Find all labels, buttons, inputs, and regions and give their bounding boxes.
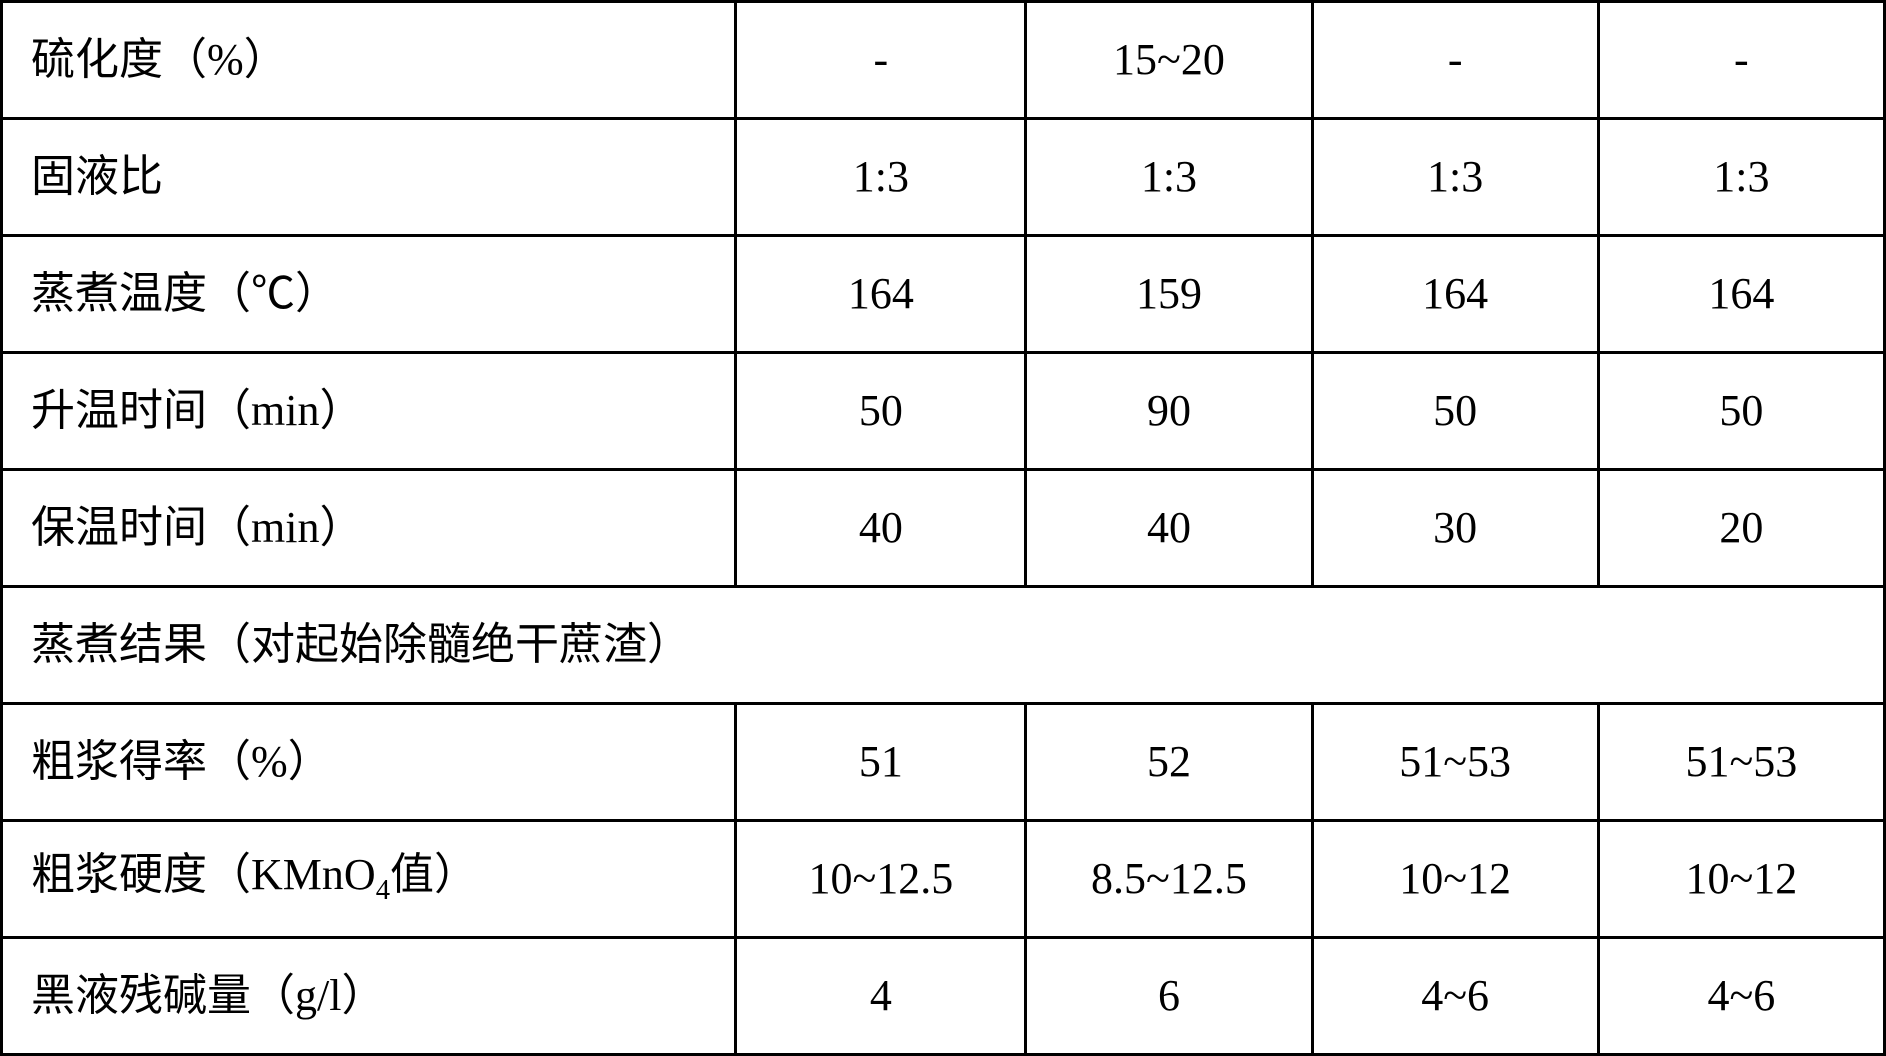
page: 硫化度（%） - 15~20 - - 固液比 1:3 1:3 1:3 1:3 蒸… xyxy=(0,0,1886,1056)
cell: 40 xyxy=(736,470,1026,587)
cell: 51~53 xyxy=(1598,704,1884,821)
cell: 4~6 xyxy=(1312,938,1598,1055)
row-label: 粗浆硬度（KMnO4值） xyxy=(2,821,736,938)
cell: 30 xyxy=(1312,470,1598,587)
cell: 164 xyxy=(1312,236,1598,353)
cell: 4 xyxy=(736,938,1026,1055)
cell: 51~53 xyxy=(1312,704,1598,821)
table-section-row: 蒸煮结果（对起始除髓绝干蔗渣） xyxy=(2,587,1885,704)
section-label: 蒸煮结果（对起始除髓绝干蔗渣） xyxy=(2,587,1885,704)
cell: 159 xyxy=(1026,236,1312,353)
row-label: 蒸煮温度（℃） xyxy=(2,236,736,353)
cell: 1:3 xyxy=(1312,119,1598,236)
table-row: 升温时间（min） 50 90 50 50 xyxy=(2,353,1885,470)
cell: 8.5~12.5 xyxy=(1026,821,1312,938)
cell: - xyxy=(1312,2,1598,119)
label-pre: 粗浆硬度（KMnO xyxy=(31,850,376,899)
cell: 10~12.5 xyxy=(736,821,1026,938)
table-row: 粗浆得率（%） 51 52 51~53 51~53 xyxy=(2,704,1885,821)
table-row: 黑液残碱量（g/l） 4 6 4~6 4~6 xyxy=(2,938,1885,1055)
cell: 10~12 xyxy=(1598,821,1884,938)
label-sub: 4 xyxy=(376,875,390,906)
cell: 6 xyxy=(1026,938,1312,1055)
cell: 51 xyxy=(736,704,1026,821)
cell: 40 xyxy=(1026,470,1312,587)
cell: 164 xyxy=(736,236,1026,353)
table-row: 粗浆硬度（KMnO4值） 10~12.5 8.5~12.5 10~12 10~1… xyxy=(2,821,1885,938)
cell: 90 xyxy=(1026,353,1312,470)
row-label: 升温时间（min） xyxy=(2,353,736,470)
table-row: 硫化度（%） - 15~20 - - xyxy=(2,2,1885,119)
label-post: 值） xyxy=(390,850,478,899)
cell: 1:3 xyxy=(736,119,1026,236)
data-table: 硫化度（%） - 15~20 - - 固液比 1:3 1:3 1:3 1:3 蒸… xyxy=(0,0,1886,1056)
cell: - xyxy=(1598,2,1884,119)
table-row: 固液比 1:3 1:3 1:3 1:3 xyxy=(2,119,1885,236)
cell: 10~12 xyxy=(1312,821,1598,938)
cell: - xyxy=(736,2,1026,119)
cell: 1:3 xyxy=(1598,119,1884,236)
table-row: 保温时间（min） 40 40 30 20 xyxy=(2,470,1885,587)
cell: 4~6 xyxy=(1598,938,1884,1055)
cell: 50 xyxy=(1598,353,1884,470)
cell: 15~20 xyxy=(1026,2,1312,119)
row-label: 固液比 xyxy=(2,119,736,236)
row-label: 保温时间（min） xyxy=(2,470,736,587)
row-label: 粗浆得率（%） xyxy=(2,704,736,821)
cell: 164 xyxy=(1598,236,1884,353)
cell: 50 xyxy=(1312,353,1598,470)
cell: 50 xyxy=(736,353,1026,470)
cell: 1:3 xyxy=(1026,119,1312,236)
row-label: 黑液残碱量（g/l） xyxy=(2,938,736,1055)
cell: 20 xyxy=(1598,470,1884,587)
cell: 52 xyxy=(1026,704,1312,821)
table-row: 蒸煮温度（℃） 164 159 164 164 xyxy=(2,236,1885,353)
row-label: 硫化度（%） xyxy=(2,2,736,119)
